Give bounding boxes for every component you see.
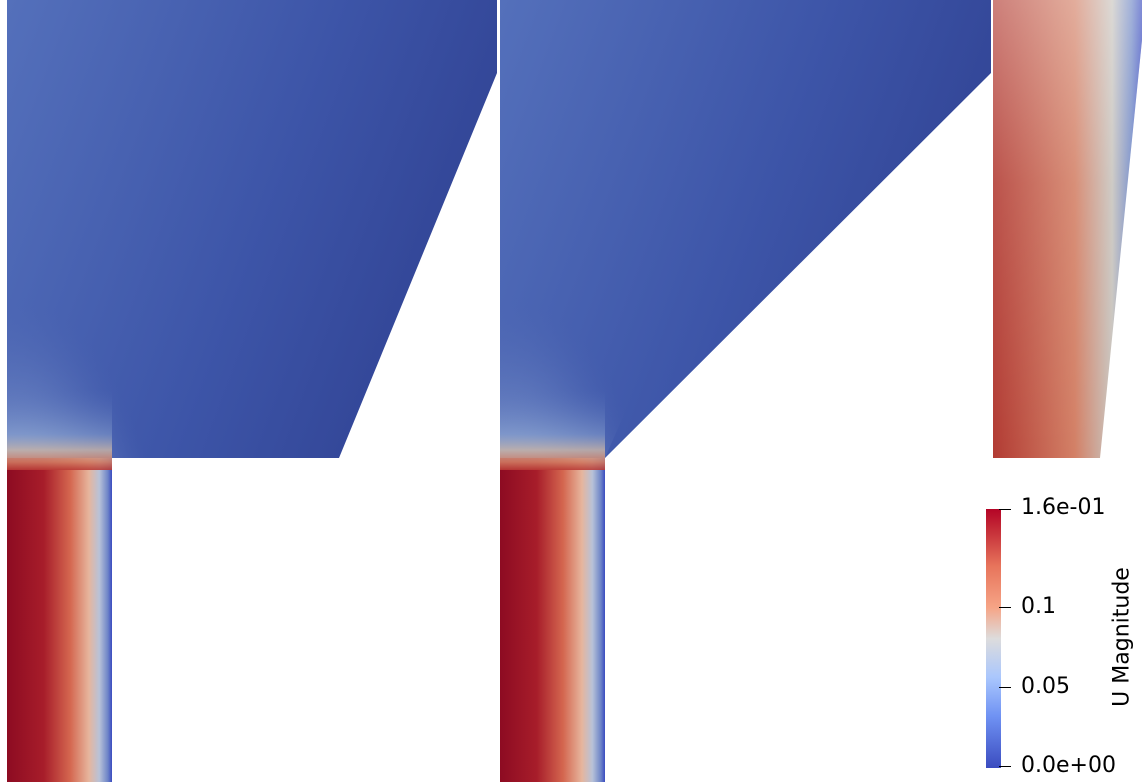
tick-label-min: 0.0e+00 bbox=[1021, 753, 1116, 778]
left-channel-top bbox=[7, 390, 112, 470]
middle-domain bbox=[500, 0, 991, 782]
middle-channel-top bbox=[500, 390, 605, 470]
tick-label-max: 1.6e-01 bbox=[1021, 495, 1106, 520]
tick-label-mid-high: 0.1 bbox=[1021, 594, 1056, 619]
tick-mid-high bbox=[999, 607, 1011, 608]
tick-min bbox=[999, 766, 1011, 767]
tick-max bbox=[999, 509, 1011, 510]
colorbar-title: U Magnitude bbox=[1109, 567, 1135, 707]
left-upper-region bbox=[7, 0, 497, 782]
tick-label-mid-low: 0.05 bbox=[1021, 674, 1070, 699]
middle-channel bbox=[500, 458, 605, 782]
colorbar bbox=[986, 509, 1001, 768]
middle-upper-region bbox=[500, 0, 991, 782]
right-domain bbox=[993, 0, 1142, 458]
left-domain bbox=[7, 0, 497, 782]
tick-mid-low bbox=[999, 687, 1011, 688]
right-strip-fade bbox=[993, 0, 1142, 458]
left-channel bbox=[7, 458, 112, 782]
